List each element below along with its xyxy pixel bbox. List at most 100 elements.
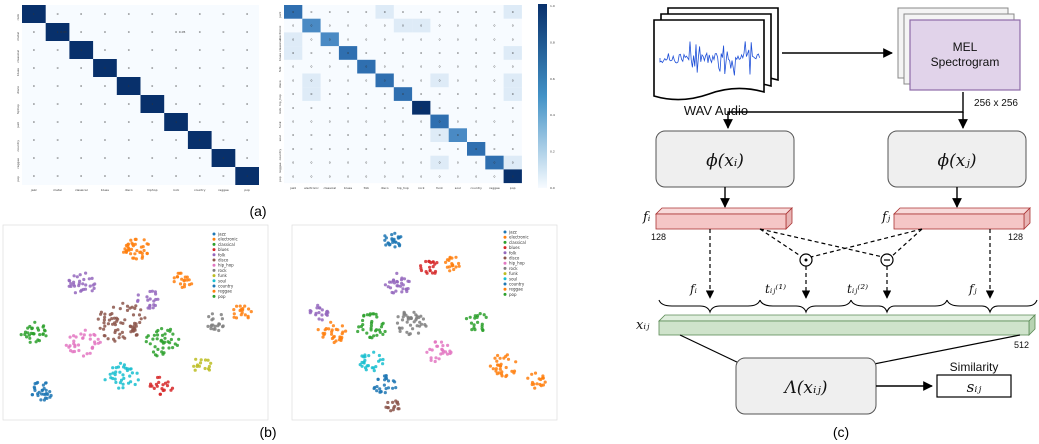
tsne-point <box>64 343 68 347</box>
heatmap-cell <box>338 46 358 60</box>
tsne-point <box>316 328 320 332</box>
heatmap-cell <box>69 41 94 59</box>
tsne-point <box>362 360 366 364</box>
heatmap-cell-value: 0 <box>384 133 386 137</box>
tsne-point <box>133 242 137 246</box>
tsne-point <box>400 326 404 330</box>
legend-entry: electronic <box>509 235 529 240</box>
heatmap-cell <box>357 59 376 74</box>
legend-entry: funk <box>218 273 227 278</box>
tsne-point <box>169 337 173 342</box>
tsne-point <box>357 325 361 329</box>
tsne-point <box>72 349 77 354</box>
heatmap-cell-value: 0 <box>292 65 294 69</box>
heatmap-cell-value: 0 <box>512 174 514 178</box>
tsne-point <box>433 359 437 364</box>
tsne-plot-right <box>291 224 558 421</box>
heatmap-row-label: funk <box>278 121 282 128</box>
colorbar-tick-label: 0.4 <box>550 113 555 117</box>
tsne-point <box>148 304 152 308</box>
legend-marker <box>212 242 216 246</box>
t1-label: tᵢⱼ⁽¹⁾ <box>765 282 786 296</box>
heatmap-cell-value: 0 <box>246 84 248 88</box>
heatmap-cell-value: 0 <box>57 174 59 178</box>
heatmap-cell-value: 0 <box>475 133 477 137</box>
heatmap-cell-value: 0 <box>420 174 422 178</box>
tsne-point <box>44 334 48 338</box>
heatmap-cell-value: 0 <box>80 12 82 16</box>
heatmap-cell-value: 0 <box>33 30 35 34</box>
legend-marker <box>503 277 507 281</box>
heatmap-cell-value: 0 <box>199 174 201 178</box>
tsne-point <box>132 256 136 260</box>
heatmap-cell-value: 0 <box>402 106 404 110</box>
tsne-point <box>179 271 183 275</box>
tsne-point <box>31 331 35 336</box>
legend-marker <box>503 240 507 244</box>
tsne-point <box>136 293 140 297</box>
heatmap-cell-value: 0 <box>493 78 495 82</box>
funnel-right <box>873 334 1021 365</box>
tsne-point <box>395 321 400 325</box>
tsne-point <box>383 283 387 287</box>
concat-vector-xij <box>658 314 1036 336</box>
heatmap-cell-value: 0 <box>457 161 459 165</box>
tsne-point <box>408 332 412 336</box>
tsne-point <box>161 346 165 350</box>
heatmap-cell-value: 0 <box>104 30 106 34</box>
tsne-point <box>125 249 129 253</box>
tsne-point <box>454 255 458 259</box>
heatmap-row-label: jazz <box>278 11 282 18</box>
heatmap-cell-value: 0 <box>80 102 82 106</box>
tsne-point <box>390 280 394 284</box>
tsne-point <box>41 383 46 387</box>
heatmap-cell-value: 0 <box>104 102 106 106</box>
tsne-point <box>34 340 38 344</box>
tsne-point <box>129 330 133 334</box>
heatmap-cell-value: 0 <box>475 65 477 69</box>
tsne-point <box>217 328 221 333</box>
heatmap-cell-value: 0 <box>199 48 201 52</box>
heatmap-cell-value: 0 <box>384 119 386 123</box>
heatmap-cell-value: 0 <box>329 147 331 151</box>
heatmap-cell-light <box>284 32 303 47</box>
tsne-point <box>512 371 516 375</box>
tsne-point <box>375 315 379 319</box>
tsne-point <box>207 368 211 372</box>
tsne-point <box>169 388 173 392</box>
tsne-point <box>38 333 42 337</box>
tsne-point <box>122 376 126 380</box>
heatmap-col-label: blues <box>101 188 109 192</box>
legend-marker <box>212 284 216 288</box>
tsne-point <box>209 361 213 365</box>
tsne-point <box>221 324 225 328</box>
heatmap-cell-value: 1 <box>175 120 177 124</box>
tsne-point <box>32 385 36 389</box>
tsne-point <box>111 305 116 309</box>
tsne-point <box>324 312 328 316</box>
heatmap-cell-value: 0 <box>402 133 404 137</box>
heatmap-cell-value: 0 <box>512 65 514 69</box>
heatmap-cell-value: 0 <box>199 12 201 16</box>
tsne-point <box>383 329 387 334</box>
tsne-point <box>457 264 461 268</box>
heatmap-cell-value: 0 <box>329 37 331 41</box>
heatmap-cell-value: 0 <box>246 48 248 52</box>
heatmap-cell-value: 0 <box>512 24 514 28</box>
heatmap-col-label: classical <box>323 186 336 190</box>
legend-marker <box>212 253 216 257</box>
heatmap-cell-value: 0 <box>128 48 130 52</box>
tsne-point <box>419 268 424 273</box>
tsne-point <box>393 245 397 249</box>
tsne-point <box>142 248 146 253</box>
heatmap-cell-value: 0 <box>151 84 153 88</box>
tsne-point <box>79 332 83 336</box>
tsne-point <box>386 406 390 410</box>
tsne-point <box>195 364 199 368</box>
panel-label-a: (a) <box>249 203 266 219</box>
tsne-point <box>73 291 77 295</box>
tsne-point <box>113 373 117 377</box>
tsne-point <box>142 238 146 242</box>
tsne-point <box>379 390 383 394</box>
heatmap-cell-value: 0 <box>310 65 312 69</box>
